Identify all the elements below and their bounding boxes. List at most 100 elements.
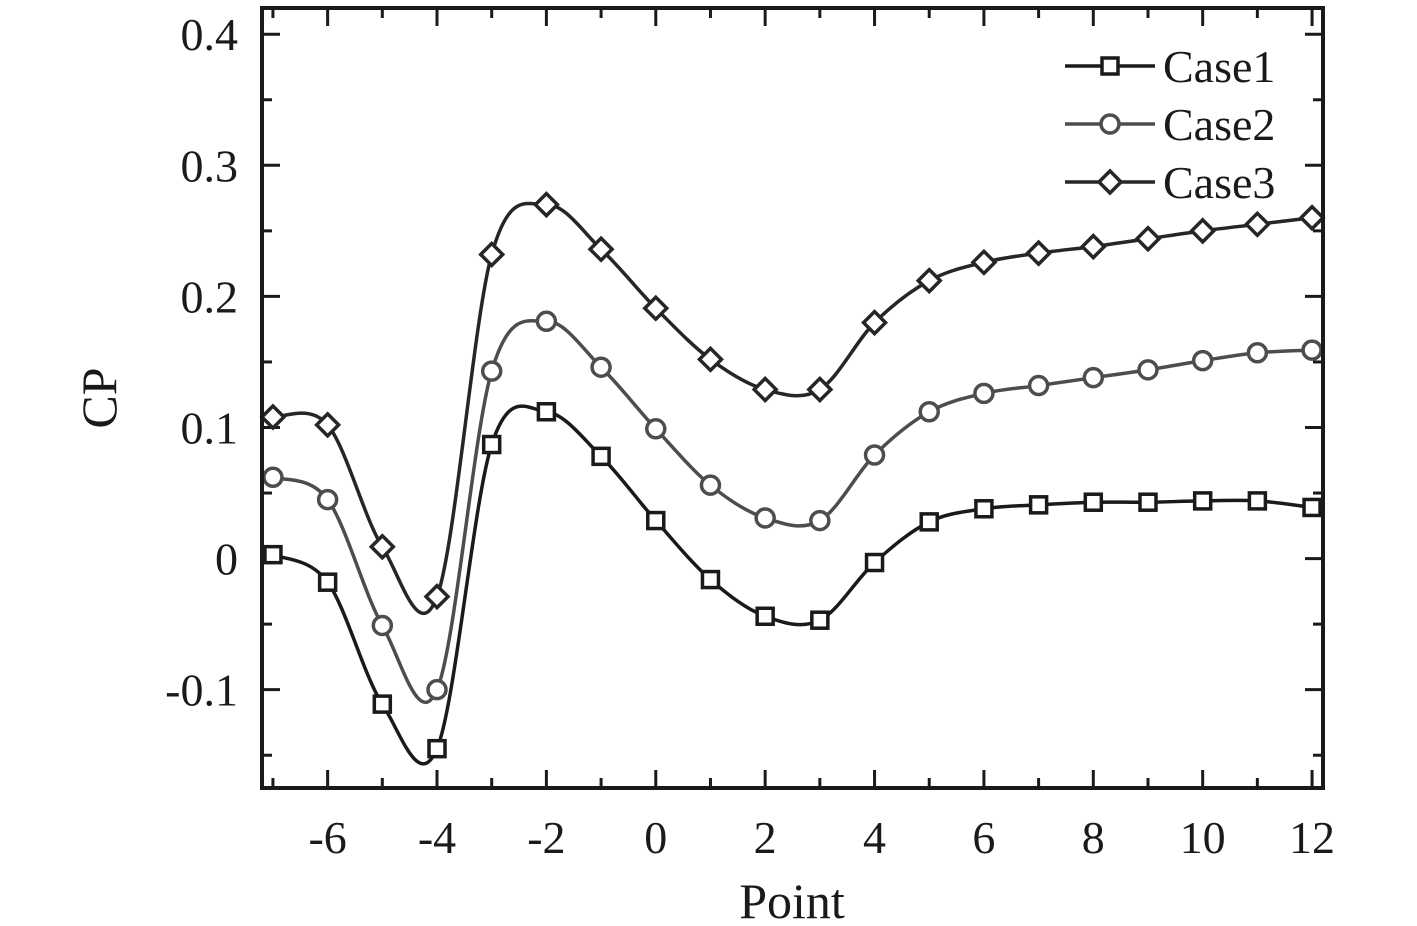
y-tick-labels: -0.1 0 0.1 0.2 0.3 0.4 [165, 9, 238, 715]
data-point-marker [480, 360, 503, 382]
y-tick-label: 0.1 [181, 402, 239, 453]
data-point-marker [1189, 217, 1217, 245]
legend-marker [1096, 168, 1124, 196]
x-tick-labels: -6 -4 -2 0 2 4 6 8 10 12 [308, 812, 1335, 863]
data-point-marker [696, 345, 724, 373]
data-point-marker [754, 507, 776, 529]
data-point-marker [973, 382, 995, 405]
series-case1 [263, 402, 1322, 766]
data-point-marker [1298, 204, 1326, 232]
data-point-marker [316, 488, 339, 511]
y-tick-label: -0.1 [165, 665, 238, 716]
y-tick-label: 0.4 [181, 9, 239, 60]
data-point-marker [317, 572, 338, 592]
data-point-marker [864, 552, 885, 573]
series-line [272, 201, 1313, 616]
data-point-marker [809, 509, 831, 532]
x-tick-label: 2 [754, 812, 777, 863]
data-point-marker [263, 544, 283, 565]
data-point-marker [1134, 225, 1162, 253]
series-case2 [262, 310, 1323, 704]
data-point-marker [1246, 342, 1269, 364]
x-tick-label: 6 [972, 812, 995, 863]
x-tick-label: -4 [418, 812, 456, 863]
data-point-marker [806, 376, 834, 403]
data-point-marker [590, 356, 612, 378]
data-point-marker [1137, 359, 1159, 381]
data-point-marker [1027, 374, 1050, 397]
data-point-marker [591, 446, 611, 467]
data-point-marker [645, 418, 667, 440]
x-tick-label: 10 [1180, 812, 1226, 863]
data-point-marker [1083, 492, 1104, 512]
x-tick-label: 12 [1289, 812, 1335, 863]
data-point-marker [755, 606, 775, 627]
data-point-marker [751, 376, 779, 403]
x-tick-label: -6 [308, 812, 346, 863]
legend-label: Case2 [1163, 99, 1275, 150]
data-point-marker [863, 444, 886, 466]
data-point-marker [919, 512, 939, 532]
y-axis-title: CP [71, 367, 127, 428]
data-point-marker [1301, 339, 1323, 361]
data-point-marker [1028, 495, 1049, 515]
major-ticks [262, 8, 1323, 788]
data-point-marker [1302, 497, 1322, 518]
data-point-marker [587, 235, 615, 263]
data-point-marker [372, 694, 393, 714]
x-tick-label: 0 [644, 812, 667, 863]
data-point-marker [699, 474, 722, 496]
data-point-marker [810, 610, 830, 630]
legend-marker [1099, 113, 1121, 135]
series-line [272, 318, 1313, 704]
data-point-marker [426, 678, 448, 701]
data-point-marker [1243, 210, 1271, 238]
data-point-marker [915, 267, 943, 295]
data-point-marker [536, 402, 557, 422]
data-point-marker [700, 569, 721, 590]
data-point-marker [371, 614, 394, 637]
x-axis-title: Point [739, 873, 845, 926]
x-tick-label: -2 [527, 812, 565, 863]
y-tick-label: 0.2 [181, 271, 239, 322]
x-tick-label: 8 [1082, 812, 1105, 863]
legend-marker [1100, 56, 1120, 76]
series-line [272, 404, 1313, 766]
data-point-marker [532, 191, 560, 219]
data-point-marker [423, 583, 451, 611]
data-point-marker [1191, 349, 1214, 372]
series-group [259, 191, 1326, 766]
data-point-marker [642, 294, 670, 322]
series-case3 [259, 191, 1326, 616]
y-tick-label: 0 [215, 534, 238, 585]
legend-item: Case2 [1065, 99, 1275, 150]
data-point-marker [481, 434, 502, 455]
x-tick-label: 4 [863, 812, 886, 863]
data-point-marker [368, 533, 396, 561]
data-point-marker [1138, 492, 1158, 512]
data-point-marker [262, 466, 284, 489]
data-point-marker [1025, 239, 1053, 267]
data-point-marker [478, 240, 506, 268]
data-point-marker [1247, 491, 1268, 511]
plot-area-frame [260, 6, 1325, 790]
data-point-marker [314, 411, 342, 439]
legend-item: Case3 [1065, 157, 1275, 208]
data-point-marker [259, 403, 287, 431]
legend-item: Case1 [1065, 41, 1275, 92]
legend: Case1 Case2 Case3 [1065, 41, 1275, 208]
data-point-marker [1192, 491, 1213, 511]
data-point-marker [1082, 366, 1105, 389]
data-point-marker [535, 310, 558, 333]
y-tick-label: 0.3 [181, 140, 239, 191]
legend-label: Case3 [1163, 157, 1275, 208]
data-point-marker [646, 510, 666, 531]
legend-label: Case1 [1163, 41, 1275, 92]
data-point-marker [427, 738, 447, 759]
data-point-marker [918, 401, 940, 423]
data-point-marker [861, 309, 889, 337]
data-point-marker [970, 248, 998, 276]
data-point-marker [1079, 233, 1107, 261]
